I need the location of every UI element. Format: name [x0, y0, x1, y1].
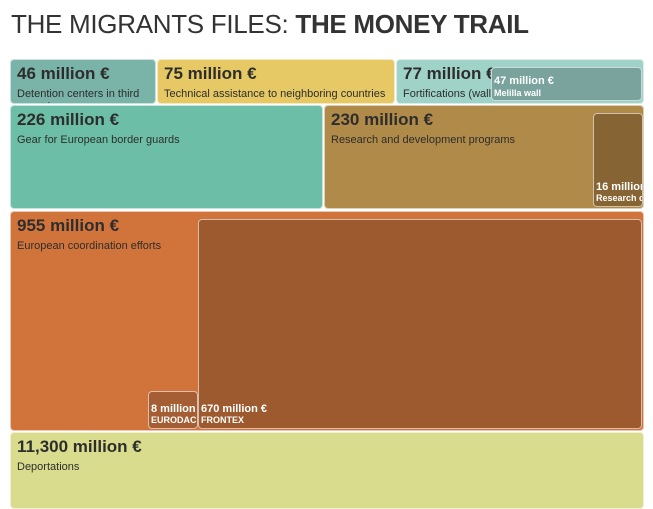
tile-deportations[interactable]: 11,300 million € Deportations — [10, 432, 644, 509]
research-drones-label: Research on drones — [596, 193, 642, 203]
tile-research-drones[interactable]: 16 million €Research on drones — [593, 113, 643, 207]
research-development-label: Research and development programs — [331, 134, 516, 146]
tile-melilla-wall[interactable]: 47 million € Melilla wall — [491, 67, 642, 101]
fortifications-label: Fortifications (walls) — [403, 88, 501, 100]
technical-assistance-amount: 75 million € — [164, 64, 257, 83]
tile-eurodac[interactable]: 8 million €EURODAC — [148, 391, 198, 429]
research-drones-amount: 16 million € — [596, 181, 642, 193]
detention-centers-label: Detention centers in third countries — [17, 88, 140, 103]
eurodac-label: EURODAC — [151, 415, 197, 425]
eurodac-amount: 8 million € — [151, 403, 197, 415]
title-light: THE MIGRANTS FILES: — [11, 9, 296, 39]
detention-centers-amount: 46 million € — [17, 64, 110, 83]
technical-assistance-label: Technical assistance to neighboring coun… — [164, 88, 386, 100]
deportations-label: Deportations — [17, 461, 80, 473]
deportations-amount: 11,300 million € — [17, 437, 142, 456]
tile-detention-centers[interactable]: 46 million € Detention centers in third c… — [10, 59, 156, 104]
european-coordination-amount: 955 million € — [17, 216, 120, 235]
frontex-label: FRONTEX — [201, 415, 245, 425]
tile-technical-assistance[interactable]: 75 million € Technical assistance to neig… — [157, 59, 395, 104]
tile-research-development[interactable]: 230 million € Research and development pr… — [324, 105, 644, 209]
border-guard-gear-amount: 226 million € — [17, 110, 120, 129]
research-development-amount: 230 million € — [331, 110, 434, 129]
european-coordination-label: European coordination efforts — [17, 240, 162, 252]
melilla-wall-amount: 47 million € — [494, 75, 554, 87]
tile-frontex[interactable]: 670 million € FRONTEX — [198, 219, 642, 429]
border-guard-gear-label: Gear for European border guards — [17, 134, 180, 146]
frontex-amount: 670 million € — [201, 403, 268, 415]
chart-title: THE MIGRANTS FILES: THE MONEY TRAIL — [11, 8, 651, 40]
fortifications-amount: 77 million € — [403, 64, 496, 83]
title-bold: THE MONEY TRAIL — [295, 9, 529, 39]
tile-border-guard-gear[interactable]: 226 million € Gear for European border gu… — [10, 105, 323, 209]
melilla-wall-label: Melilla wall — [494, 88, 542, 98]
